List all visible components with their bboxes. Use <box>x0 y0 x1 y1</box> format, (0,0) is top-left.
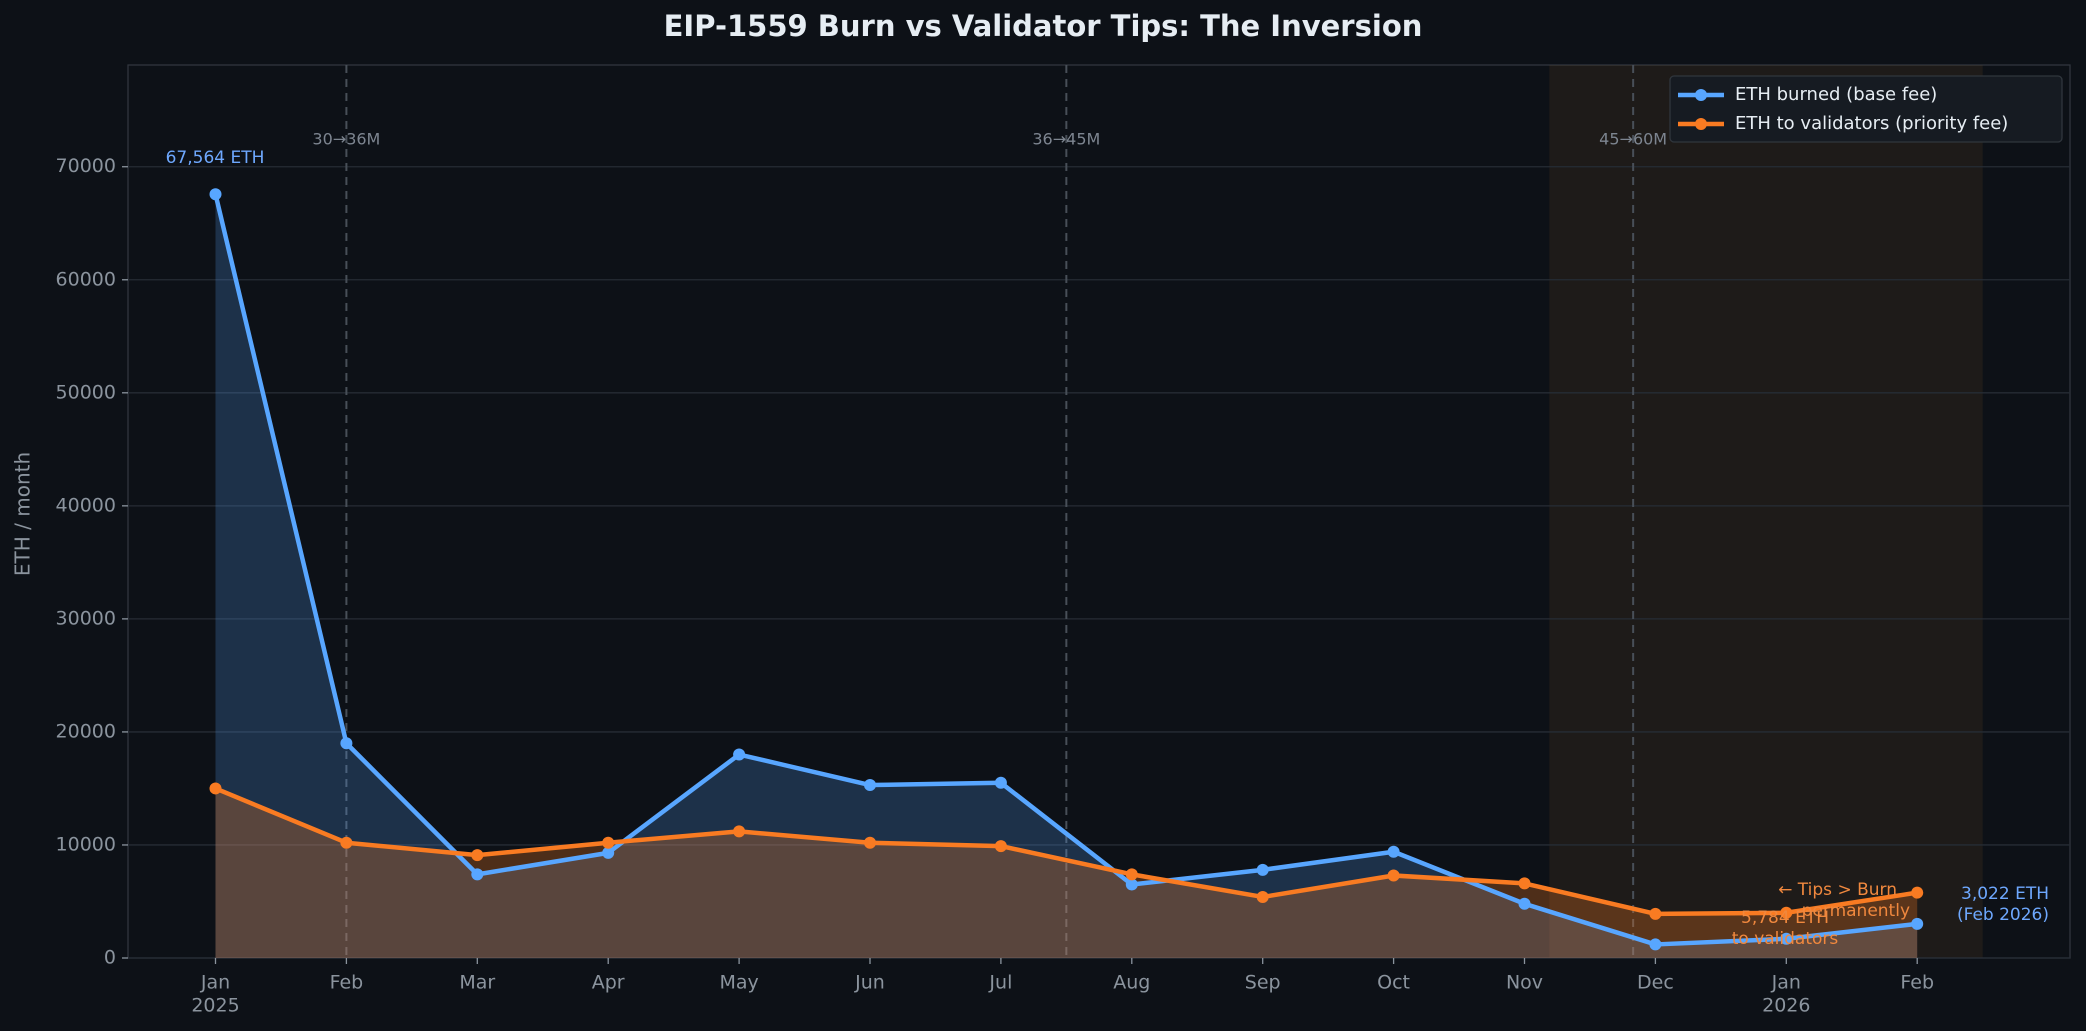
y-tick-label: 30000 <box>56 607 116 629</box>
point <box>602 836 615 849</box>
point <box>1780 932 1793 945</box>
event-label: 45→60M <box>1599 130 1667 149</box>
plot-area <box>127 64 2071 959</box>
x-tick-label: 2026 <box>1762 995 1810 1017</box>
x-tick-label: 2025 <box>191 995 239 1017</box>
legend-box <box>1669 75 2063 143</box>
legend-marker <box>1695 89 1707 101</box>
x-tick-label: Jan <box>200 972 230 994</box>
y-tick-label: 50000 <box>56 381 116 403</box>
x-tick-label: Dec <box>1637 972 1674 994</box>
y-tick-label: 60000 <box>56 268 116 290</box>
point <box>1911 917 1924 930</box>
point <box>1649 907 1662 920</box>
annotation: to validators <box>1732 929 1839 949</box>
point <box>340 836 353 849</box>
point <box>340 737 353 750</box>
legend: ETH burned (base fee) ETH to validators (… <box>1669 75 2063 143</box>
x-tick-label: Sep <box>1245 972 1281 994</box>
x-tick-label: Jan <box>1771 972 1801 994</box>
area <box>215 194 1918 958</box>
x-tick-label: Feb <box>1900 972 1934 994</box>
chart-title: EIP-1559 Burn vs Validator Tips: The Inv… <box>664 9 1423 43</box>
annotation: 3,022 ETH <box>1961 884 2049 904</box>
point <box>1649 938 1662 951</box>
legend-label: ETH burned (base fee) <box>1735 84 1937 105</box>
x-tick-label: Apr <box>592 972 625 994</box>
series-line <box>214 786 1918 917</box>
y-tick-label: 70000 <box>56 155 116 177</box>
x-tick-label: Mar <box>459 972 495 994</box>
event-label: 36→45M <box>1032 130 1100 149</box>
point <box>994 840 1007 853</box>
annotation: 67,564 ETH <box>166 148 265 168</box>
x-tick-label: Oct <box>1377 972 1410 994</box>
area <box>215 788 1918 958</box>
point <box>1256 863 1269 876</box>
point <box>209 782 222 795</box>
series-line <box>213 193 1918 947</box>
point <box>1518 877 1531 890</box>
point <box>864 779 876 792</box>
y-tick-label: 0 <box>104 947 116 969</box>
x-tick-label: May <box>719 972 758 994</box>
point <box>471 868 484 881</box>
x-tick-label: Feb <box>330 972 364 994</box>
event-label: 30→36M <box>312 130 380 149</box>
point <box>1125 868 1138 881</box>
point <box>864 836 876 849</box>
x-tick-label: Nov <box>1506 972 1543 994</box>
y-tick-label: 20000 <box>56 720 116 742</box>
annotation: permanently <box>1802 901 1910 921</box>
point <box>1125 878 1138 891</box>
point <box>994 776 1007 789</box>
point <box>733 825 746 838</box>
x-tick-label: Jun <box>854 972 885 994</box>
legend-label: ETH to validators (priority fee) <box>1735 113 2008 134</box>
x-tick-label: Aug <box>1113 972 1150 994</box>
point <box>1780 906 1793 919</box>
shaded-span <box>1549 65 1983 958</box>
y-tick-label: 40000 <box>56 494 116 516</box>
annotation: (Feb 2026) <box>1957 905 2049 925</box>
legend-marker <box>1695 118 1707 130</box>
annotation: 5,784 ETH <box>1741 908 1829 928</box>
point <box>602 846 615 859</box>
point <box>209 188 222 201</box>
annotation: ← Tips > Burn <box>1778 880 1897 900</box>
x-tick-label: Jul <box>988 972 1012 994</box>
y-tick-label: 10000 <box>56 833 116 855</box>
point <box>1387 845 1400 858</box>
point <box>1518 897 1531 910</box>
point <box>733 748 746 761</box>
point <box>1911 886 1924 899</box>
point <box>1387 869 1400 882</box>
y-axis-label: ETH / month <box>11 452 35 576</box>
point <box>471 849 484 862</box>
point <box>1256 890 1269 903</box>
